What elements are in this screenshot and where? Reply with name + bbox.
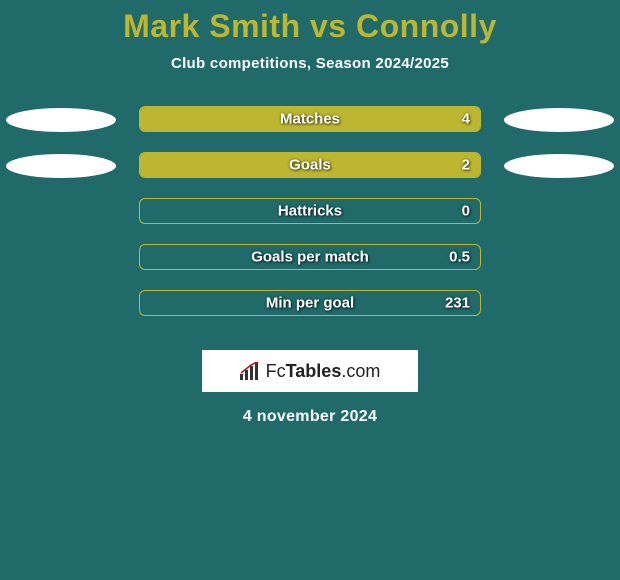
- logo-suffix: .com: [341, 361, 380, 381]
- stat-bar: Goals per match 0.5: [139, 244, 481, 270]
- stat-row: Min per goal 231: [0, 284, 620, 330]
- stat-bar: Hattricks 0: [139, 198, 481, 224]
- fctables-logo: FcTables.com: [240, 361, 381, 382]
- stat-row: Goals per match 0.5: [0, 238, 620, 284]
- page-title: Mark Smith vs Connolly: [0, 0, 620, 45]
- right-ellipse: [504, 154, 614, 178]
- date-text: 4 november 2024: [0, 408, 620, 426]
- stat-bar: Matches 4: [139, 106, 481, 132]
- left-ellipse: [6, 108, 116, 132]
- right-ellipse: [504, 108, 614, 132]
- stat-label: Goals per match: [251, 249, 369, 266]
- stat-row: Matches 4: [0, 100, 620, 146]
- stat-row: Goals 2: [0, 146, 620, 192]
- stat-bar: Min per goal 231: [139, 290, 481, 316]
- logo-prefix: Fc: [266, 361, 286, 381]
- comparison-infographic: Mark Smith vs Connolly Club competitions…: [0, 0, 620, 580]
- stat-value: 231: [445, 295, 470, 312]
- logo-box: FcTables.com: [202, 350, 418, 392]
- logo-main: Tables: [286, 361, 342, 381]
- stat-bar: Goals 2: [139, 152, 481, 178]
- stat-value: 0: [462, 203, 470, 220]
- subtitle: Club competitions, Season 2024/2025: [0, 55, 620, 72]
- stat-value: 0.5: [449, 249, 470, 266]
- chart-icon: [240, 362, 262, 380]
- stat-label: Goals: [289, 157, 331, 174]
- stat-value: 4: [462, 111, 470, 128]
- stat-row: Hattricks 0: [0, 192, 620, 238]
- stat-label: Min per goal: [266, 295, 354, 312]
- stat-value: 2: [462, 157, 470, 174]
- stat-label: Hattricks: [278, 203, 342, 220]
- stat-label: Matches: [280, 111, 340, 128]
- stats-list: Matches 4 Goals 2 Hattricks 0 Goals per match 0…: [0, 100, 620, 330]
- left-ellipse: [6, 154, 116, 178]
